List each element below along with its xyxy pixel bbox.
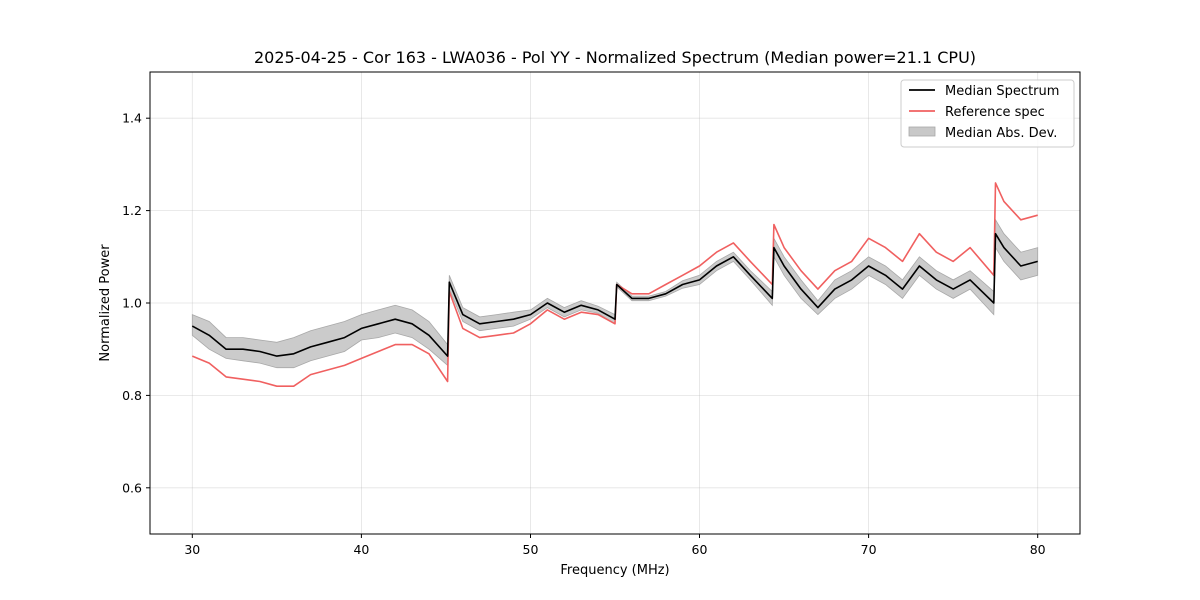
- median-line-layer: [191, 232, 1038, 357]
- y-axis-label: Normalized Power: [98, 244, 113, 362]
- y-tick-label: 0.8: [122, 388, 142, 403]
- x-axis-label: Frequency (MHz): [560, 563, 669, 578]
- x-tick-label: 70: [861, 542, 877, 557]
- y-tick-label: 0.6: [122, 480, 142, 495]
- mad-band: [191, 218, 1039, 369]
- x-tick-label: 40: [353, 542, 369, 557]
- chart-title: 2025-04-25 - Cor 163 - LWA036 - Pol YY -…: [254, 48, 976, 67]
- legend-median-label: Median Spectrum: [945, 84, 1059, 99]
- legend: Median Spectrum Reference spec Median Ab…: [900, 79, 1075, 148]
- x-axis-ticks: 30 40 50 60 70 80: [184, 534, 1046, 557]
- y-tick-label: 1.2: [122, 203, 142, 218]
- x-tick-label: 30: [184, 542, 200, 557]
- legend-mad-label: Median Abs. Dev.: [945, 126, 1057, 141]
- y-axis-ticks: 0.6 0.8 1.0 1.2 1.4: [122, 111, 150, 495]
- legend-mad-swatch: [908, 126, 936, 137]
- y-tick-label: 1.0: [122, 296, 142, 311]
- median-spectrum-line: [191, 232, 1038, 357]
- x-tick-label: 60: [692, 542, 708, 557]
- x-tick-label: 50: [523, 542, 539, 557]
- mad-band-layer: [191, 218, 1039, 369]
- y-tick-label: 1.4: [122, 111, 142, 126]
- x-tick-label: 80: [1030, 542, 1046, 557]
- legend-box: [900, 79, 1075, 148]
- legend-reference-label: Reference spec: [945, 105, 1045, 120]
